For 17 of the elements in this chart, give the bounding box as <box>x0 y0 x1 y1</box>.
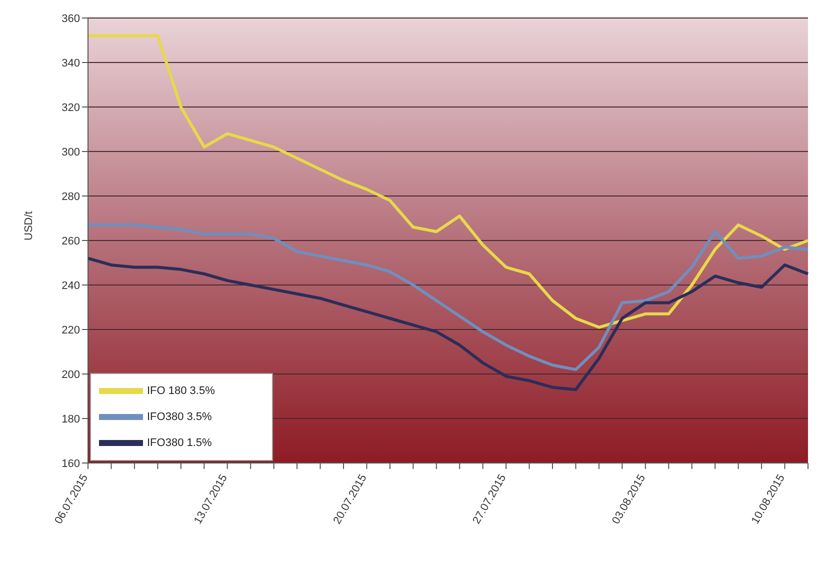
y-tick-label: 220 <box>62 324 80 336</box>
y-tick-label: 280 <box>62 190 80 203</box>
legend-label: IFO380 1.5% <box>147 437 212 449</box>
legend-label: IFO380 3.5% <box>147 411 212 423</box>
y-axis-title: USD/t <box>22 211 35 240</box>
y-tick-label: 260 <box>62 235 80 248</box>
y-tick-label: 240 <box>62 280 80 292</box>
y-tick-label: 180 <box>62 413 80 426</box>
y-tick-label: 360 <box>62 12 80 25</box>
y-tick-label: 320 <box>62 102 80 114</box>
y-tick-label: 340 <box>62 57 80 70</box>
line-series <box>86 223 810 372</box>
y-tick-label: 160 <box>62 458 80 470</box>
legend-label: IFO 180 3.5% <box>147 385 215 397</box>
y-tick-label: 300 <box>62 146 80 158</box>
y-tick-label: 200 <box>62 368 80 381</box>
line-series <box>86 34 810 329</box>
